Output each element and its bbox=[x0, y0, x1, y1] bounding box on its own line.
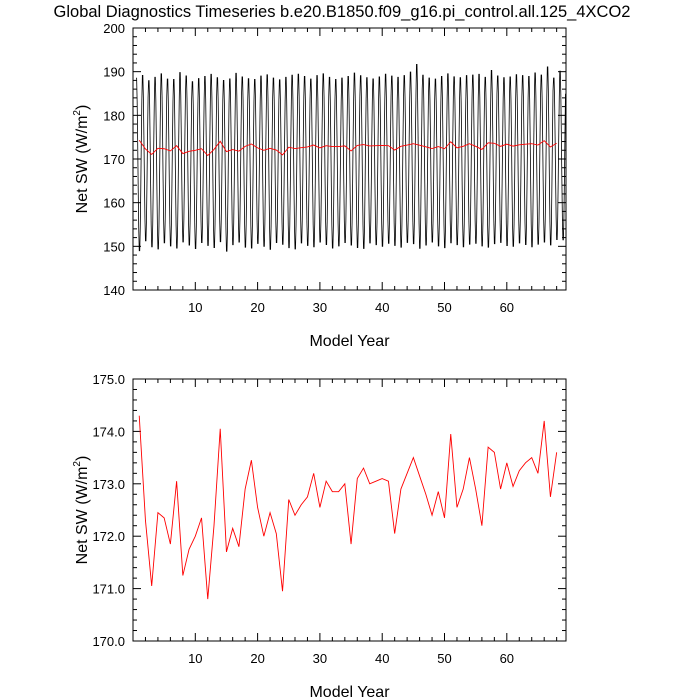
x-axis-label: Model Year bbox=[309, 333, 390, 350]
figure-title: Global Diagnostics Timeseries b.e20.B185… bbox=[54, 3, 631, 21]
y-axis-label: Net SW (W/m2) bbox=[72, 456, 91, 565]
x-tick-label: 20 bbox=[250, 651, 264, 666]
y-axis-label-sup: 2 bbox=[72, 461, 83, 467]
plot-frame bbox=[132, 378, 567, 642]
y-tick-label: 172.0 bbox=[92, 529, 125, 544]
y-tick-label: 175.0 bbox=[92, 372, 125, 387]
y-axis-label-tail: ) bbox=[74, 456, 91, 461]
y-tick-label: 174.0 bbox=[92, 424, 125, 439]
x-tick-label: 50 bbox=[437, 651, 451, 666]
x-tick-label: 20 bbox=[250, 300, 264, 315]
annual-mean-series-line bbox=[138, 415, 558, 600]
x-axis-label: Model Year bbox=[309, 684, 390, 700]
y-tick-label: 150 bbox=[103, 239, 125, 254]
y-axis-label-sup: 2 bbox=[72, 110, 83, 116]
timeseries-panel-top: 10 20 30 40 50 60 140 150 160 170 180 190 200 Model Y… bbox=[72, 21, 567, 350]
monthly-series-line bbox=[136, 64, 566, 252]
y-tick-label: 171.0 bbox=[92, 582, 125, 597]
y-axis-label-main: Net SW (W/m bbox=[74, 116, 91, 214]
annual-mean-series-line bbox=[138, 139, 557, 157]
y-tick-label: 170 bbox=[103, 152, 125, 167]
x-tick-label: 40 bbox=[375, 300, 389, 315]
x-tick-label: 10 bbox=[188, 300, 202, 315]
x-tick-label: 60 bbox=[500, 300, 514, 315]
x-tick-label: 30 bbox=[313, 300, 327, 315]
x-tick-label: 60 bbox=[500, 651, 514, 666]
y-tick-label: 160 bbox=[103, 196, 125, 211]
timeseries-panel-bottom: 10 20 30 40 50 60 170.0 171.0 172.0 173.0 174.0 175… bbox=[72, 372, 567, 700]
y-tick-label: 180 bbox=[103, 108, 125, 123]
y-axis-label-main: Net SW (W/m bbox=[74, 467, 91, 565]
y-tick-label: 140 bbox=[103, 283, 125, 298]
y-tick-label: 200 bbox=[103, 21, 125, 36]
y-tick-label: 170.0 bbox=[92, 634, 125, 649]
y-tick-label: 173.0 bbox=[92, 477, 125, 492]
y-tick-label: 190 bbox=[103, 65, 125, 80]
x-tick-label: 10 bbox=[188, 651, 202, 666]
plot-area bbox=[138, 415, 558, 600]
x-tick-label: 50 bbox=[437, 300, 451, 315]
y-axis-label-tail: ) bbox=[74, 105, 91, 110]
y-axis-label: Net SW (W/m2) bbox=[72, 105, 91, 214]
x-tick-label: 40 bbox=[375, 651, 389, 666]
x-tick-label: 30 bbox=[313, 651, 327, 666]
plot-area bbox=[136, 64, 566, 252]
